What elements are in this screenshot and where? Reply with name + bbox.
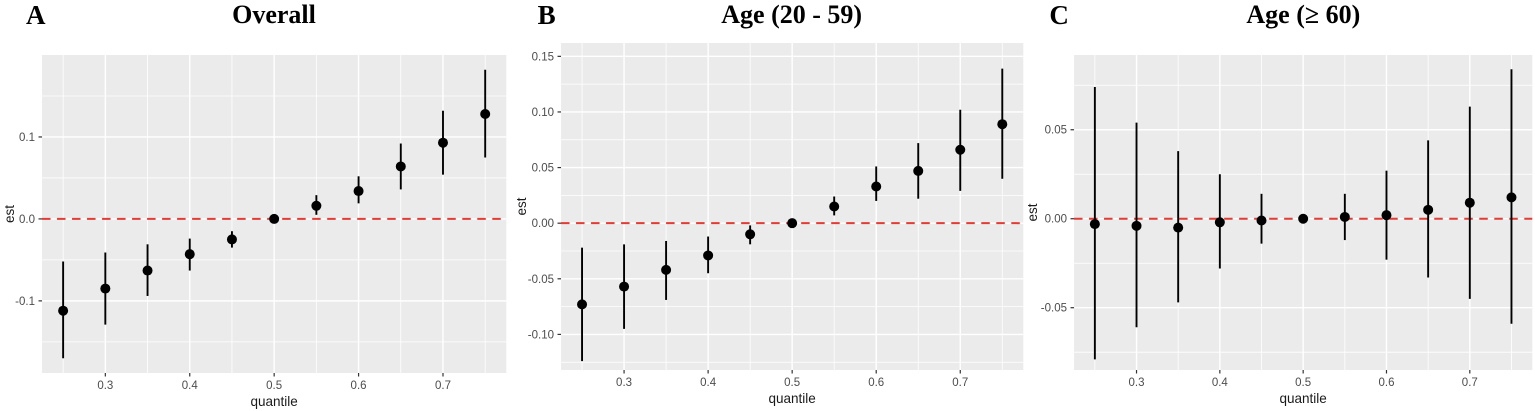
y-tick-label: 0.15 bbox=[531, 51, 553, 63]
data-point bbox=[1215, 217, 1226, 228]
x-tick-label: 0.3 bbox=[97, 380, 113, 392]
panel-title-age-60-plus: Age (≥ 60) bbox=[1246, 0, 1361, 29]
data-point bbox=[437, 137, 448, 148]
y-tick-label: -0.10 bbox=[527, 329, 553, 341]
y-axis-title: est bbox=[514, 197, 529, 215]
data-point bbox=[786, 218, 797, 229]
x-tick-label: 0.4 bbox=[1212, 377, 1229, 389]
x-tick-label: 0.6 bbox=[351, 380, 367, 392]
data-point bbox=[311, 200, 322, 211]
x-tick-label: 0.3 bbox=[1129, 377, 1145, 389]
x-tick-label: 0.7 bbox=[435, 380, 451, 392]
x-tick-label: 0.4 bbox=[182, 380, 199, 392]
data-point bbox=[1298, 213, 1309, 224]
chart-overall: 0.3 0.4 0.5 0.6 0.7 -0.1 0.0 0.1 quantile est bbox=[2, 55, 507, 409]
data-point bbox=[660, 264, 671, 275]
data-point bbox=[269, 213, 280, 224]
x-tick-label: 0.6 bbox=[1379, 377, 1395, 389]
data-point bbox=[1173, 222, 1184, 233]
y-tick-label: 0.1 bbox=[19, 132, 35, 144]
panel-letter-b: B bbox=[537, 0, 556, 30]
x-tick-label: 0.4 bbox=[700, 377, 717, 389]
x-axis-title: quantile bbox=[251, 394, 298, 409]
data-point bbox=[1340, 211, 1351, 222]
data-point bbox=[353, 186, 364, 197]
data-point bbox=[1506, 192, 1517, 203]
data-point bbox=[100, 283, 111, 294]
data-point bbox=[1465, 197, 1476, 208]
panel-age-60-plus: C Age (≥ 60) 0.3 0.4 0.5 0.6 0.7 -0.05 0.00 0.0… bbox=[1023, 0, 1535, 411]
data-point bbox=[954, 144, 965, 155]
data-point bbox=[702, 250, 713, 261]
data-point bbox=[1423, 204, 1434, 215]
y-tick-label: 0.00 bbox=[1045, 214, 1067, 226]
x-tick-label: 0.5 bbox=[266, 380, 282, 392]
x-tick-label: 0.5 bbox=[1296, 377, 1312, 389]
data-point bbox=[1131, 220, 1142, 231]
data-point bbox=[58, 305, 69, 316]
y-tick-label: 0.10 bbox=[531, 107, 553, 119]
panel-letter-c: C bbox=[1049, 0, 1069, 30]
data-point bbox=[480, 109, 491, 120]
chart-age-60-plus: 0.3 0.4 0.5 0.6 0.7 -0.05 0.00 0.05 quantile est bbox=[1025, 55, 1533, 406]
data-point bbox=[828, 201, 839, 212]
panel-overall: A Overall 0.3 0.4 0.5 0.6 0.7 -0.1 0.0 0.1 quant… bbox=[0, 0, 512, 411]
x-tick-label: 0.7 bbox=[1462, 377, 1478, 389]
data-point bbox=[395, 161, 406, 172]
y-tick-label: 0.05 bbox=[531, 163, 553, 175]
data-point bbox=[226, 234, 237, 245]
y-tick-label: 0.0 bbox=[19, 214, 35, 226]
x-tick-label: 0.6 bbox=[868, 377, 884, 389]
y-tick-label: -0.05 bbox=[527, 274, 553, 286]
x-axis-title: quantile bbox=[768, 391, 815, 406]
data-point bbox=[912, 165, 923, 176]
data-point bbox=[576, 299, 587, 310]
y-tick-label: 0.05 bbox=[1045, 125, 1067, 137]
data-point bbox=[142, 265, 153, 276]
x-tick-label: 0.7 bbox=[952, 377, 968, 389]
data-point bbox=[996, 119, 1007, 130]
data-point bbox=[1256, 215, 1267, 226]
panel-title-age-20-59: Age (20 - 59) bbox=[721, 0, 863, 29]
y-tick-label: 0.00 bbox=[531, 218, 553, 230]
data-point bbox=[1381, 210, 1392, 221]
y-tick-label: -0.05 bbox=[1041, 303, 1067, 315]
panel-age-20-59: B Age (20 - 59) 0.3 0.4 0.5 0.6 0.7 -0.10 -0.0… bbox=[512, 0, 1024, 411]
panel-title-overall: Overall bbox=[232, 0, 316, 29]
data-point bbox=[744, 229, 755, 240]
data-point bbox=[618, 281, 629, 292]
panel-letter-a: A bbox=[26, 0, 46, 30]
y-axis-title: est bbox=[1025, 203, 1040, 221]
y-axis-title: est bbox=[2, 205, 17, 223]
x-tick-label: 0.3 bbox=[616, 377, 632, 389]
data-point bbox=[184, 249, 195, 260]
chart-age-20-59: 0.3 0.4 0.5 0.6 0.7 -0.10 -0.05 0.00 0.05 0.10 0.1… bbox=[514, 43, 1023, 406]
x-tick-label: 0.5 bbox=[784, 377, 800, 389]
data-point bbox=[1090, 219, 1101, 230]
y-tick-label: -0.1 bbox=[15, 296, 35, 308]
x-axis-title: quantile bbox=[1280, 391, 1327, 406]
data-point bbox=[870, 181, 881, 192]
